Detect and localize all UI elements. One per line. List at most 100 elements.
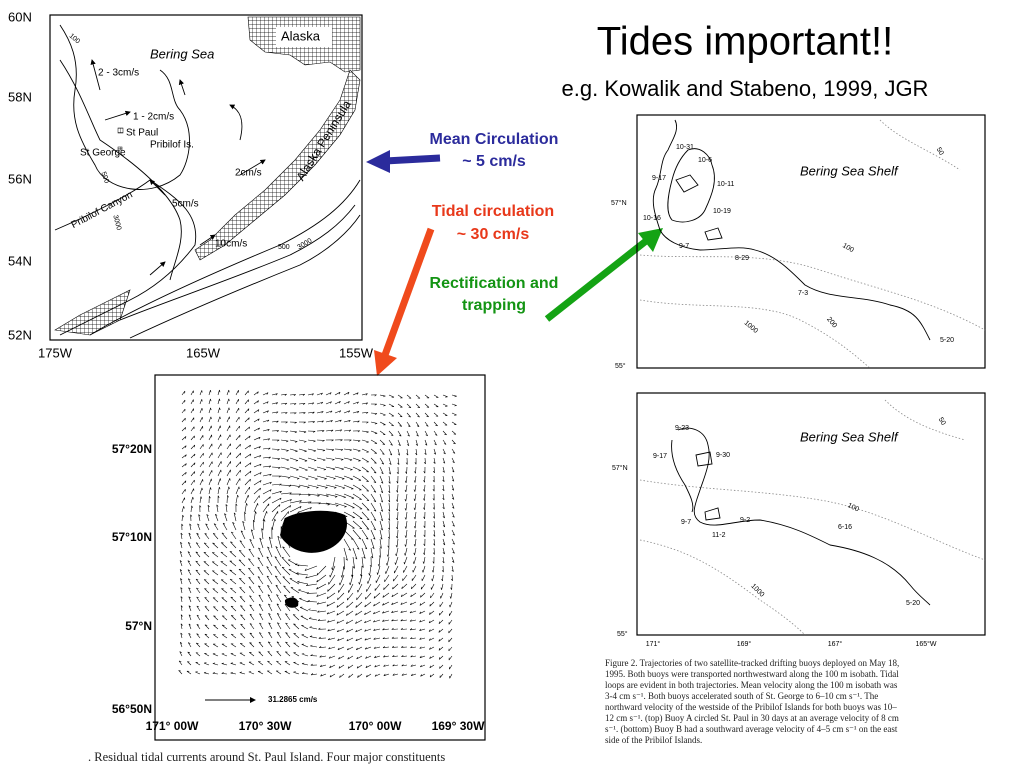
st-paul-island <box>280 510 348 553</box>
contour-label: 500 <box>278 244 290 251</box>
circulation-axis-labels: 60N 58N 56N 54N 52N 175W 165W 155W <box>8 9 374 360</box>
date-label: 9-2 <box>740 517 750 524</box>
date-label: 10-16 <box>643 215 661 222</box>
contour-label: 50 <box>935 146 945 156</box>
lat-label: 57°N <box>611 199 627 207</box>
lat-label: 57°20N <box>112 442 152 456</box>
contour-label: 100 <box>841 242 855 254</box>
place-label: Pribilof Is. <box>150 140 194 151</box>
lon-label: 155W <box>339 345 374 360</box>
date-label: 9-17 <box>653 453 667 460</box>
annotation: ~ 5 cm/s <box>462 153 526 170</box>
lon-label: 167° <box>828 640 843 648</box>
lat-label: 54N <box>8 253 32 268</box>
place-label: Bering Sea <box>150 46 214 61</box>
annotation: Mean Circulation <box>430 131 559 148</box>
date-label: 5-20 <box>906 600 920 607</box>
contour-label: 3000 <box>111 214 122 231</box>
annotation: Tidal circulation <box>432 203 554 220</box>
map-title: Bering Sea Shelf <box>800 429 899 444</box>
contour-label: 100 <box>68 33 82 46</box>
date-label: 9-7 <box>679 243 689 250</box>
vector-field <box>178 389 457 679</box>
annotation: trapping <box>462 297 526 314</box>
date-label: 5-20 <box>940 337 954 344</box>
date-label: 7-3 <box>798 290 808 297</box>
date-label: 11-2 <box>712 532 726 539</box>
place-label: Alaska <box>281 28 321 43</box>
caption-line: northward velocity of the westside of th… <box>605 702 897 712</box>
lat-label: 55° <box>615 362 626 370</box>
lat-label: 58N <box>8 89 32 104</box>
vectors <box>178 389 457 679</box>
circulation-map <box>49 14 363 341</box>
contour-label: 50 <box>937 416 947 426</box>
caption-line: Figure 2. Trajectories of two satellite-… <box>605 658 899 668</box>
lon-label: 170° 00W <box>349 719 403 733</box>
contour-label: 200 <box>825 316 838 330</box>
speed-label: 2cm/s <box>235 168 262 179</box>
date-label: 8-29 <box>735 255 749 262</box>
place-label: St Paul <box>126 128 158 139</box>
lon-label: 175W <box>38 345 73 360</box>
caption-line: 12 cm s⁻¹. (top) Buoy A circled St. Paul… <box>605 713 899 723</box>
lat-label: 52N <box>8 327 32 342</box>
speed-label: 2 - 3cm/s <box>98 68 139 79</box>
place-label: St George <box>80 148 126 159</box>
caption-line: side of the Pribilof Islands. <box>605 735 702 745</box>
caption-line: loops are evident in both trajectories. … <box>605 680 898 690</box>
date-label: 9-7 <box>681 519 691 526</box>
lat-label: 55° <box>617 630 628 638</box>
buoy-map-bottom <box>636 392 986 636</box>
caption-line: s⁻¹. (bottom) Buoy B had a southward ave… <box>605 724 898 734</box>
lat-label: 57°10N <box>112 530 152 544</box>
pointer-arrows <box>366 150 663 376</box>
contour-label: 1000 <box>749 583 765 599</box>
contour-label: 100 <box>846 502 860 513</box>
caption-line: 1995. Both buoys were transported northw… <box>605 669 899 679</box>
date-label: 9-23 <box>675 425 689 432</box>
buoy-map-top <box>636 114 986 369</box>
annotation: ~ 30 cm/s <box>457 226 530 243</box>
figure-caption: Figure 2. Trajectories of two satellite-… <box>605 658 899 745</box>
date-label: 6-16 <box>838 524 852 531</box>
speed-label: 5cm/s <box>172 199 199 210</box>
contour-label: 500 <box>99 171 110 184</box>
tidal-axis-labels: 57°20N 57°10N 57°N 56°50N 171° 00W 170° … <box>112 442 485 733</box>
tidal-caption: . Residual tidal currents around St. Pau… <box>88 750 445 764</box>
buoy-top-labels: Bering Sea Shelf 57°N 55° 10-31 10-6 9-1… <box>611 144 954 370</box>
annotation: Rectification and <box>430 275 559 292</box>
lon-label: 165°W <box>915 640 936 648</box>
date-label: 10-19 <box>713 208 731 215</box>
place-label: Pribilof Canyon <box>69 189 134 231</box>
lon-label: 171° <box>646 640 661 648</box>
slide-subtitle: e.g. Kowalik and Stabeno, 1999, JGR <box>562 76 929 101</box>
tidal-map: 31.2865 cm/s <box>154 374 486 741</box>
lon-label: 169° <box>737 640 752 648</box>
speed-label: 1 - 2cm/s <box>133 112 174 123</box>
date-label: 10-31 <box>676 144 694 151</box>
map-title: Bering Sea Shelf <box>800 163 899 178</box>
date-label: 9-30 <box>716 452 730 459</box>
date-label: 10-6 <box>698 157 712 164</box>
caption-line: 3-4 cm s⁻¹. Both buoys accelerated south… <box>605 691 878 701</box>
annotations: Mean Circulation ~ 5 cm/s Tidal circulat… <box>430 131 559 314</box>
lat-label: 56N <box>8 171 32 186</box>
lat-label: 57°N <box>612 464 628 472</box>
lon-label: 170° 30W <box>239 719 293 733</box>
lon-label: 165W <box>186 345 221 360</box>
scale-label: 31.2865 cm/s <box>268 695 318 704</box>
place-label: Alaska Peninsula <box>293 98 354 184</box>
lat-label: 60N <box>8 9 32 24</box>
speed-label: 10cm/s <box>215 239 247 250</box>
buoy-bottom-labels: Bering Sea Shelf 57°N 55° 171° 169° 167°… <box>612 416 947 647</box>
date-label: 9-17 <box>652 175 666 182</box>
lat-label: 56°50N <box>112 702 152 716</box>
date-label: 10-11 <box>717 181 734 188</box>
contour-label: 1000 <box>743 320 760 335</box>
lon-label: 171° 00W <box>146 719 200 733</box>
contour-label: 3000 <box>296 237 313 251</box>
lon-label: 169° 30W <box>432 719 486 733</box>
